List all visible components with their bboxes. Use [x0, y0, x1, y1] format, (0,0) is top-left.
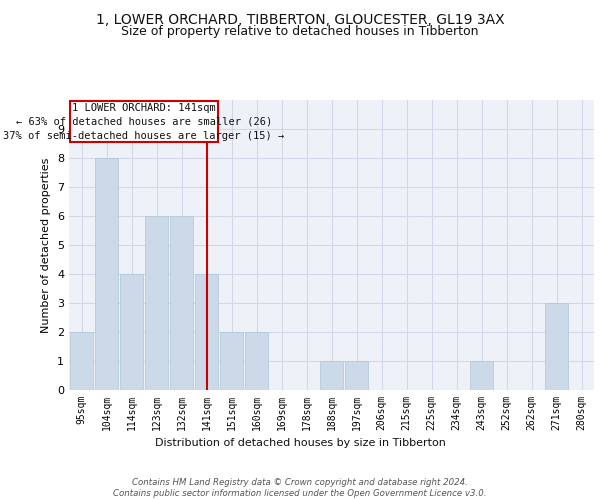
Text: Distribution of detached houses by size in Tibberton: Distribution of detached houses by size …	[155, 438, 445, 448]
Text: Contains HM Land Registry data © Crown copyright and database right 2024.
Contai: Contains HM Land Registry data © Crown c…	[113, 478, 487, 498]
Bar	[95, 158, 118, 390]
Bar	[70, 332, 93, 390]
Y-axis label: Number of detached properties: Number of detached properties	[41, 158, 52, 332]
Bar	[145, 216, 168, 390]
Bar	[320, 361, 343, 390]
FancyBboxPatch shape	[70, 102, 218, 142]
Bar	[170, 216, 193, 390]
Text: 1, LOWER ORCHARD, TIBBERTON, GLOUCESTER, GL19 3AX: 1, LOWER ORCHARD, TIBBERTON, GLOUCESTER,…	[95, 12, 505, 26]
Bar	[220, 332, 243, 390]
Bar	[245, 332, 268, 390]
Bar	[545, 303, 568, 390]
Bar	[120, 274, 143, 390]
Text: 1 LOWER ORCHARD: 141sqm
← 63% of detached houses are smaller (26)
37% of semi-de: 1 LOWER ORCHARD: 141sqm ← 63% of detache…	[4, 103, 284, 141]
Bar	[470, 361, 493, 390]
Text: Size of property relative to detached houses in Tibberton: Size of property relative to detached ho…	[121, 25, 479, 38]
Bar	[195, 274, 218, 390]
Bar	[345, 361, 368, 390]
